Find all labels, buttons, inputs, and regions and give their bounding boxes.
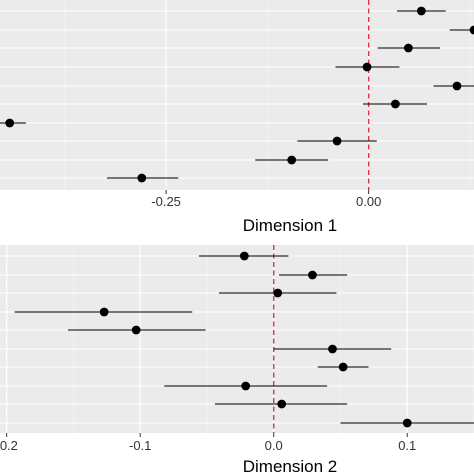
estimate-point <box>99 307 109 317</box>
estimate-point <box>402 418 412 428</box>
estimate-point <box>416 6 426 16</box>
x-tick-label: -0.1 <box>129 438 151 453</box>
x-axis-title: Dimension 2 <box>243 457 338 474</box>
estimate-point <box>328 344 337 354</box>
estimate-point <box>273 288 283 298</box>
estimate-point <box>362 62 372 72</box>
estimate-point <box>5 118 15 128</box>
estimate-point <box>391 99 400 109</box>
dimension-2-panel: -0.2 -0.1 0.0 0.1 Dimension 2 <box>0 245 474 474</box>
panel-background <box>0 245 474 433</box>
estimate-point <box>338 362 348 372</box>
estimate-point <box>287 155 297 165</box>
estimate-point <box>239 251 249 261</box>
x-tick-label: 0.0 <box>265 438 283 453</box>
dimension-1-panel: -0.25 0.00 Dimension 1 <box>0 0 474 235</box>
estimate-point <box>277 399 287 409</box>
estimate-point <box>403 43 413 53</box>
panel-background <box>0 0 474 190</box>
x-axis-title: Dimension 1 <box>243 216 338 235</box>
estimate-point <box>452 81 462 91</box>
estimate-point <box>469 25 474 35</box>
x-tick-label: 0.1 <box>398 438 416 453</box>
estimate-point <box>308 270 317 280</box>
x-tick-label: 0.00 <box>356 194 381 209</box>
estimate-point <box>241 381 251 391</box>
estimate-point <box>332 136 342 146</box>
x-tick-label: -0.2 <box>0 438 18 453</box>
estimate-point <box>137 173 147 183</box>
estimate-point <box>131 325 141 335</box>
x-tick-label: -0.25 <box>151 194 181 209</box>
